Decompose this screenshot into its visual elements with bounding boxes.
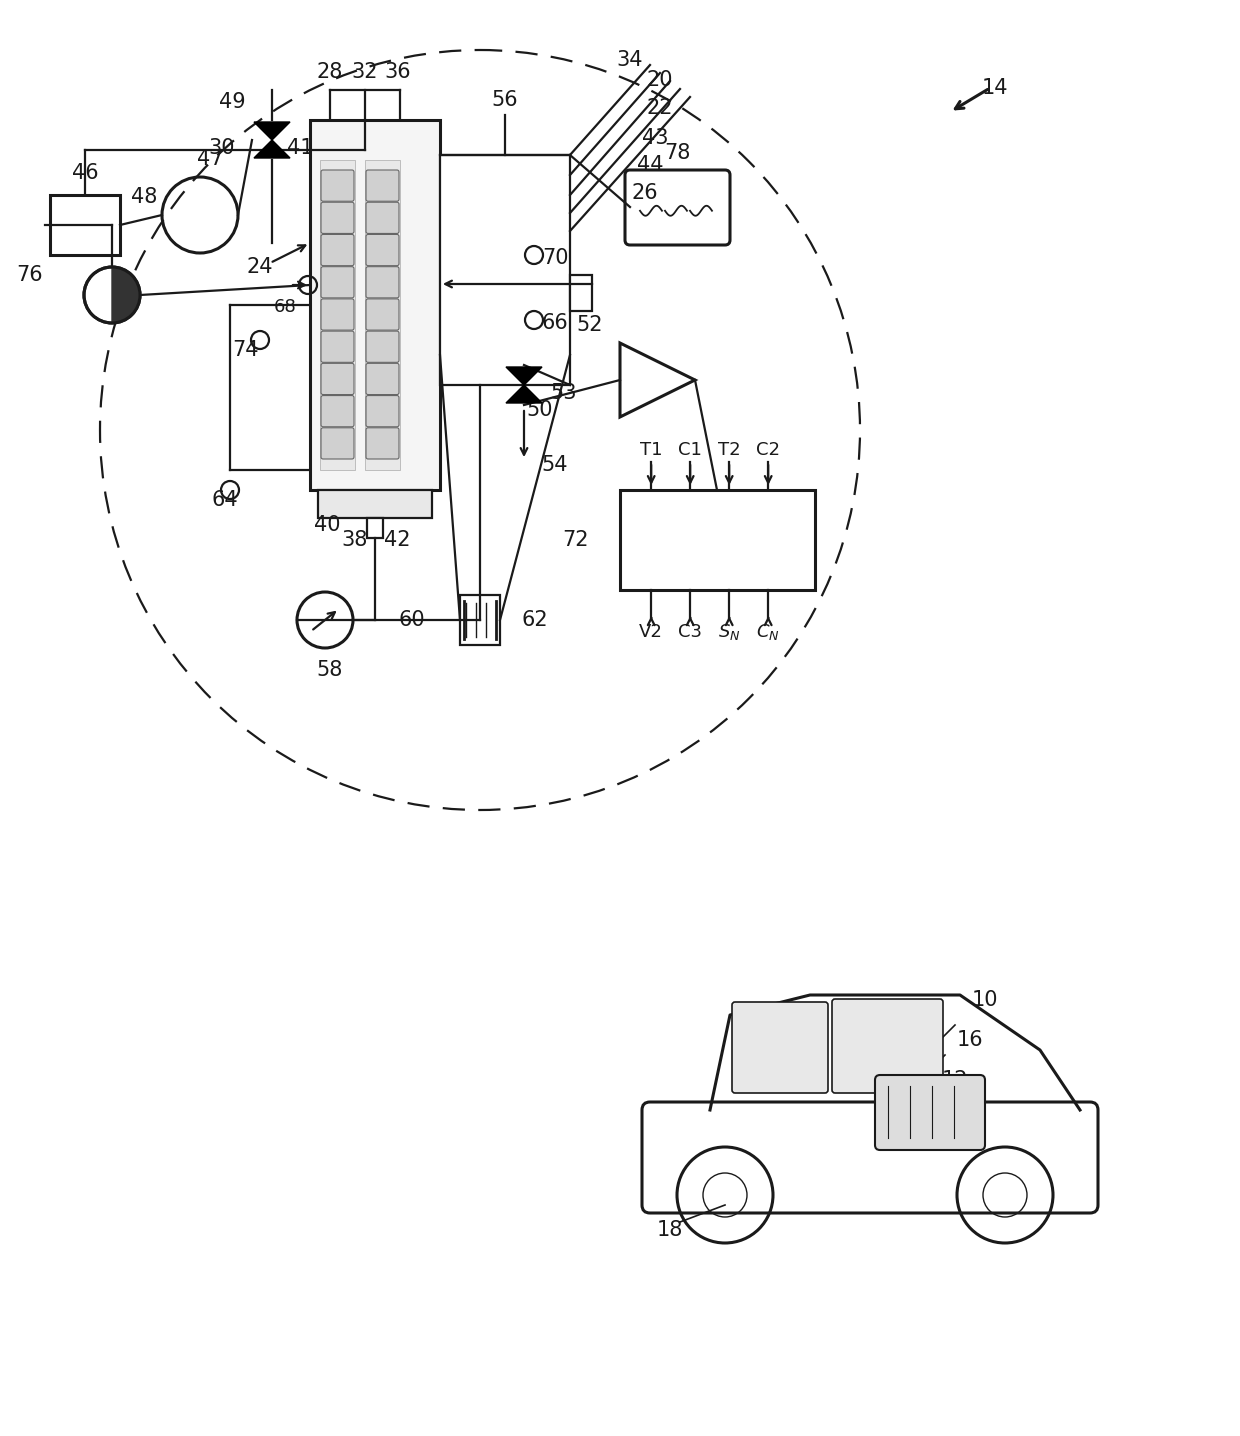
Text: 24: 24 [247,257,273,277]
Text: 56: 56 [492,90,518,111]
FancyBboxPatch shape [321,428,353,460]
FancyBboxPatch shape [321,299,353,330]
Polygon shape [254,139,290,158]
Text: 53: 53 [551,383,578,404]
Text: $C_N$: $C_N$ [756,622,780,642]
Text: 68: 68 [274,299,296,316]
Text: 72: 72 [562,530,588,550]
Text: 48: 48 [130,187,157,207]
FancyBboxPatch shape [321,395,353,426]
FancyBboxPatch shape [366,332,399,362]
Text: 74: 74 [232,340,258,360]
Text: T1: T1 [640,441,662,460]
Text: 12: 12 [941,1070,968,1090]
Text: 46: 46 [72,164,98,182]
FancyBboxPatch shape [625,169,730,246]
FancyBboxPatch shape [642,1101,1097,1213]
Bar [320,159,355,470]
Text: 32: 32 [352,62,378,82]
Text: 14: 14 [982,78,1008,98]
Polygon shape [506,368,542,385]
Text: $S_N$: $S_N$ [718,622,740,642]
Text: 47: 47 [197,149,223,169]
Text: 66: 66 [542,313,568,333]
Text: 38: 38 [342,530,368,550]
Bar [310,121,440,490]
FancyBboxPatch shape [366,169,399,201]
FancyBboxPatch shape [366,363,399,395]
FancyBboxPatch shape [366,428,399,460]
FancyBboxPatch shape [366,202,399,234]
Bar [317,490,432,518]
Text: 58: 58 [316,661,343,681]
Text: C2: C2 [756,441,780,460]
FancyBboxPatch shape [321,202,353,234]
Text: 20: 20 [647,70,673,90]
Polygon shape [254,122,290,139]
Text: 10: 10 [972,989,998,1010]
FancyBboxPatch shape [366,299,399,330]
FancyBboxPatch shape [321,234,353,266]
Text: 40: 40 [314,516,340,536]
Text: 62: 62 [522,610,548,630]
Text: 52: 52 [577,314,603,335]
Text: 43: 43 [642,128,668,148]
Text: 64: 64 [212,490,238,510]
Text: C3: C3 [678,623,702,640]
Text: 41: 41 [286,138,314,158]
Text: 76: 76 [16,266,43,284]
Text: 49: 49 [218,92,246,112]
Text: 28: 28 [316,62,343,82]
Text: 22: 22 [647,98,673,118]
FancyBboxPatch shape [366,267,399,297]
Text: 16: 16 [957,1030,983,1050]
Text: 70: 70 [542,248,568,269]
FancyBboxPatch shape [366,234,399,266]
FancyBboxPatch shape [832,999,942,1093]
Bar [367,518,383,538]
Text: 36: 36 [384,62,412,82]
Wedge shape [112,267,140,323]
FancyBboxPatch shape [366,395,399,426]
Text: 42: 42 [383,530,410,550]
Text: T2: T2 [718,441,740,460]
Text: 50: 50 [527,401,553,419]
FancyBboxPatch shape [875,1076,985,1150]
Bar [440,155,570,385]
Polygon shape [506,385,542,404]
Bar [50,195,120,256]
Text: 26: 26 [631,182,658,202]
Text: 78: 78 [663,144,691,164]
Text: 18: 18 [657,1221,683,1241]
Text: 30: 30 [208,138,236,158]
Text: 44: 44 [637,155,663,175]
Text: 60: 60 [399,610,425,630]
FancyBboxPatch shape [321,363,353,395]
Text: 54: 54 [542,455,568,475]
Bar [570,276,591,312]
Bar [365,159,401,470]
FancyBboxPatch shape [732,1002,828,1093]
FancyBboxPatch shape [321,169,353,201]
Text: 34: 34 [616,50,644,70]
Text: V2: V2 [640,623,663,640]
Bar [460,595,500,645]
FancyBboxPatch shape [321,267,353,297]
Text: C1: C1 [678,441,702,460]
FancyBboxPatch shape [321,332,353,362]
Bar [620,490,815,590]
